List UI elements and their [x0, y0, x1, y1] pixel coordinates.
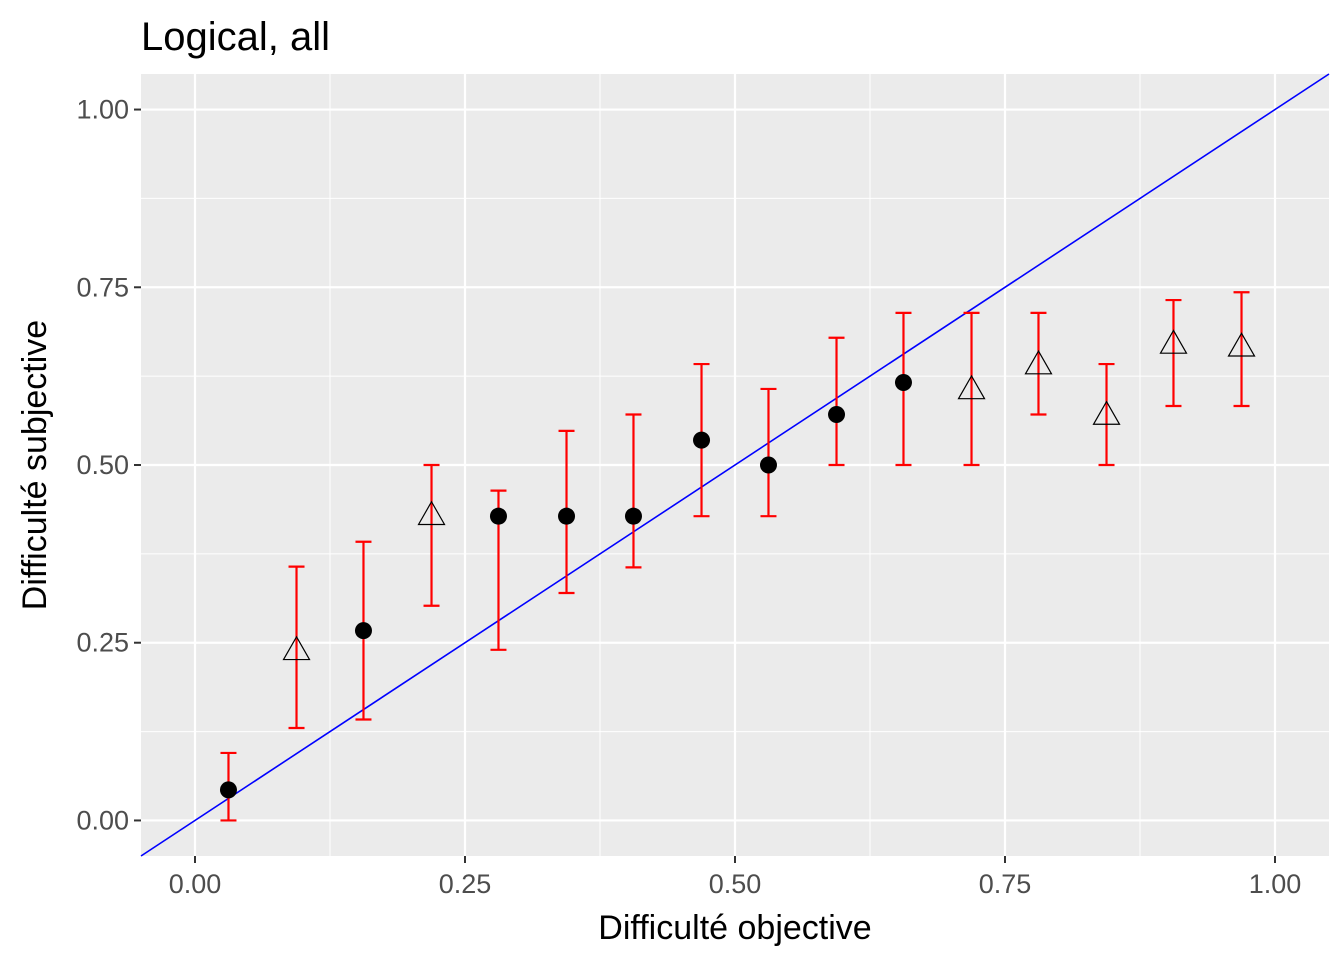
x-tick-label: 0.25	[439, 869, 492, 899]
x-tick-label: 0.75	[979, 869, 1032, 899]
point-circle	[828, 406, 846, 424]
x-axis-ticks: 0.00 0.25 0.50 0.75 1.00	[169, 856, 1302, 899]
point-triangle	[417, 500, 446, 526]
identity-line	[140, 73, 1330, 857]
x-tick-label: 0.00	[169, 869, 222, 899]
y-tick-label: 0.25	[76, 628, 129, 658]
error-bar	[625, 413, 642, 569]
point-circle	[693, 431, 711, 449]
error-bar	[1233, 291, 1250, 408]
y-tick-label: 0.00	[76, 805, 129, 835]
data-points	[219, 329, 1256, 799]
point-circle	[759, 456, 777, 474]
y-axis-ticks: 0.00 0.25 0.50 0.75 1.00	[76, 95, 141, 835]
error-bar	[963, 311, 980, 467]
error-bar	[1030, 311, 1047, 416]
point-triangle	[1092, 400, 1121, 425]
point-circle	[558, 507, 576, 525]
point-triangle	[1024, 349, 1053, 375]
error-bar	[288, 565, 305, 730]
x-tick-label: 1.00	[1249, 869, 1302, 899]
y-axis-title: Difficulté subjective	[16, 320, 54, 610]
error-bar	[828, 336, 845, 467]
reference-line	[140, 73, 1330, 857]
error-bar	[423, 463, 440, 607]
point-circle	[489, 507, 507, 525]
y-tick-label: 0.50	[76, 450, 129, 480]
point-triangle	[1159, 329, 1188, 354]
x-tick-label: 0.50	[709, 869, 762, 899]
point-circle	[624, 507, 642, 525]
x-axis-title: Difficulté objective	[598, 909, 871, 947]
chart-title: Logical, all	[141, 15, 330, 59]
point-circle	[894, 374, 912, 392]
point-triangle	[1227, 332, 1256, 357]
error-bars	[220, 291, 1250, 822]
error-bar	[760, 387, 777, 518]
error-bar	[1098, 362, 1115, 467]
point-circle	[354, 622, 372, 640]
point-triangle	[282, 635, 311, 661]
y-tick-label: 0.75	[76, 272, 129, 302]
point-triangle	[957, 374, 986, 400]
y-tick-label: 1.00	[76, 95, 129, 125]
point-circle	[219, 781, 237, 799]
